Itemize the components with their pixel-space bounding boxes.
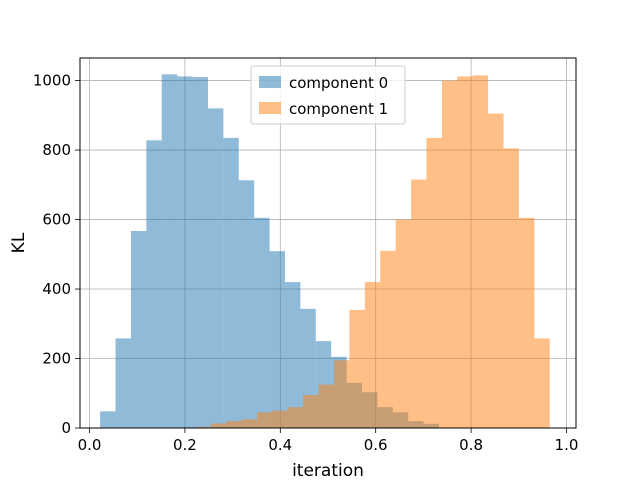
axis-ticks: 0.0 0.2 0.4 0.6 0.8 1.0 0 200 400 600 800 1000 [33, 72, 579, 454]
y-axis-label: KL [9, 232, 29, 253]
x-tick-label: 0.8 [459, 436, 483, 454]
histogram-bar [192, 77, 208, 429]
histogram-bar [318, 384, 335, 428]
histogram-bar [177, 76, 193, 428]
histogram-bar [100, 411, 116, 428]
x-tick-label: 0.4 [268, 436, 292, 454]
histogram-bar [303, 394, 319, 428]
histogram-bar [518, 217, 535, 428]
plot-border [79, 57, 577, 429]
y-tick-label: 0 [61, 419, 71, 437]
legend-swatch-component-0 [259, 76, 281, 88]
histogram-bar [287, 407, 304, 428]
histogram-bar [334, 360, 350, 428]
histogram-bar [207, 108, 224, 429]
x-axis-label: iteration [292, 461, 364, 480]
histogram-bar [534, 338, 550, 428]
x-tick-label: 0.6 [364, 436, 388, 454]
histogram-bar [210, 423, 227, 428]
legend: component 0 component 1 [250, 65, 406, 125]
axes-frame [79, 57, 577, 429]
x-tick-label: 1.0 [555, 436, 579, 454]
histogram-bar [457, 76, 473, 428]
histogram-bar [130, 231, 147, 428]
histogram-bar [472, 75, 489, 428]
histogram-bar [284, 282, 301, 428]
legend-frame [250, 65, 406, 125]
y-tick-label: 600 [42, 211, 71, 229]
histogram-bar [195, 426, 211, 428]
legend-label-component-0: component 0 [289, 74, 388, 92]
x-tick-label: 0.0 [78, 436, 102, 454]
histogram-bar [441, 80, 458, 429]
histogram-bar [411, 179, 427, 428]
histogram-bar [426, 137, 442, 428]
histogram-bar [257, 412, 273, 428]
histogram-bar [223, 137, 239, 428]
histogram-bar [395, 219, 412, 428]
histogram-bar [238, 180, 255, 428]
legend-swatch-component-1 [259, 102, 281, 114]
histogram-bars [100, 74, 550, 429]
series-1-bars [195, 75, 550, 429]
legend-label-component-1: component 1 [289, 100, 388, 118]
histogram-bar [349, 309, 365, 428]
x-tick-label: 0.2 [173, 436, 197, 454]
y-tick-label: 200 [42, 350, 71, 368]
histogram-bar [380, 250, 396, 428]
histogram-bar [254, 217, 270, 428]
histogram-bar [146, 140, 162, 429]
histogram-bar [272, 410, 288, 428]
histogram-bar [503, 148, 519, 428]
histogram-bar [226, 421, 242, 428]
histogram-bar [161, 74, 178, 428]
histogram-bar [364, 282, 381, 428]
histogram-bar [115, 338, 131, 428]
histogram-bar [269, 251, 285, 428]
histogram-bar [488, 113, 504, 428]
y-tick-label: 800 [42, 141, 71, 159]
y-tick-label: 1000 [33, 72, 71, 90]
y-tick-label: 400 [42, 280, 71, 298]
histogram-bar [241, 419, 258, 428]
